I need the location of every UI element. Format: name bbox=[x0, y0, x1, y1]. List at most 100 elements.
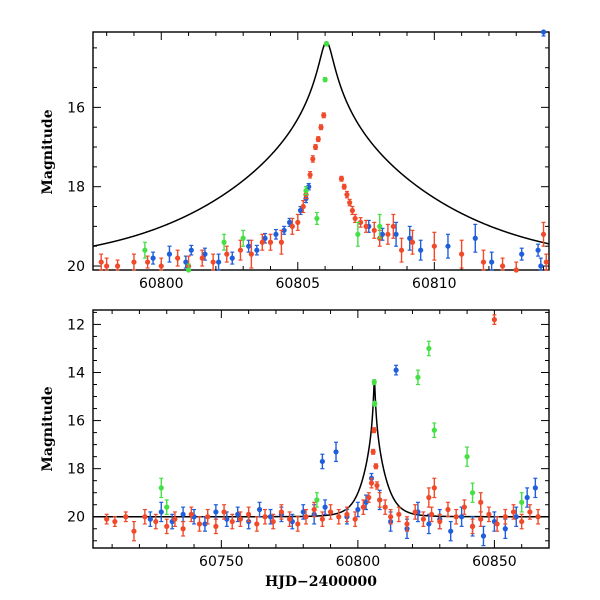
bottom-point-red bbox=[311, 501, 317, 518]
top-point-red bbox=[390, 213, 396, 239]
top-data-points bbox=[98, 29, 549, 273]
top-ytick-label: 16 bbox=[67, 100, 85, 116]
bottom-point-red bbox=[396, 506, 402, 523]
top-point-blue bbox=[519, 247, 525, 261]
bottom-point-red bbox=[295, 516, 301, 532]
bottom-point-red bbox=[486, 506, 492, 523]
top-panel: 60800 60805 60810 16 18 20 Magnitude bbox=[40, 29, 550, 292]
top-point-red bbox=[175, 249, 181, 267]
bottom-point-blue bbox=[147, 511, 153, 527]
top-point-red bbox=[459, 239, 465, 269]
bottom-point-blue bbox=[524, 487, 530, 508]
top-point-blue bbox=[188, 244, 194, 256]
bottom-point-red bbox=[112, 516, 118, 527]
top-point-red bbox=[289, 217, 295, 235]
bottom-point-blue bbox=[513, 506, 519, 527]
top-ytick-label: 20 bbox=[67, 259, 85, 275]
bottom-point-green bbox=[426, 340, 432, 357]
top-xtick-label: 60800 bbox=[139, 276, 184, 292]
bottom-point-red bbox=[262, 508, 268, 525]
top-model-line bbox=[92, 41, 550, 247]
top-point-green bbox=[303, 186, 309, 196]
bottom-point-red bbox=[196, 516, 203, 532]
bottom-point-red bbox=[142, 508, 148, 525]
top-point-red bbox=[267, 233, 274, 251]
bottom-point-red bbox=[445, 501, 451, 518]
bottom-point-blue bbox=[300, 504, 306, 520]
bottom-point-red bbox=[491, 314, 497, 326]
bottom-panel: 60750 60800 60850 12 14 16 18 20 Magnitude HJD−… bbox=[40, 309, 550, 590]
bottom-xtick-label: 60750 bbox=[199, 554, 244, 570]
top-point-blue bbox=[472, 223, 478, 253]
bottom-point-green bbox=[431, 422, 437, 439]
top-axis-ticks: 60800 60805 60810 16 18 20 bbox=[67, 32, 549, 292]
bottom-point-blue bbox=[448, 520, 454, 542]
top-point-red bbox=[371, 221, 377, 239]
bottom-point-red bbox=[388, 508, 394, 525]
top-point-red bbox=[318, 124, 324, 131]
bottom-point-red bbox=[104, 513, 110, 525]
bottom-point-green bbox=[314, 492, 320, 508]
bottom-xtick-label: 60800 bbox=[336, 554, 381, 570]
top-xtick-label: 60810 bbox=[412, 276, 457, 292]
bottom-point-red bbox=[123, 511, 129, 523]
top-point-blue bbox=[229, 251, 235, 265]
top-point-blue bbox=[286, 217, 293, 227]
top-point-red bbox=[540, 221, 547, 247]
bottom-point-green bbox=[519, 492, 525, 513]
bottom-point-red bbox=[437, 513, 443, 530]
bottom-point-blue bbox=[319, 453, 325, 470]
bottom-xtick-label: 60850 bbox=[472, 554, 517, 570]
bottom-point-red bbox=[131, 520, 137, 542]
top-point-red bbox=[338, 175, 345, 182]
top-point-blue bbox=[540, 29, 547, 37]
top-point-blue bbox=[379, 227, 386, 241]
bottom-point-green bbox=[158, 477, 164, 499]
bottom-point-blue bbox=[355, 501, 361, 518]
top-point-blue bbox=[216, 253, 222, 271]
top-point-green bbox=[142, 241, 148, 259]
top-point-blue bbox=[254, 244, 260, 256]
top-point-red bbox=[385, 223, 391, 245]
bottom-point-red bbox=[180, 520, 186, 537]
bottom-point-blue bbox=[224, 511, 230, 527]
bottom-point-red bbox=[286, 511, 293, 527]
top-point-red bbox=[300, 199, 306, 214]
top-point-green bbox=[221, 233, 227, 251]
top-point-red bbox=[114, 259, 121, 271]
top-point-green bbox=[355, 221, 361, 247]
top-point-blue bbox=[538, 257, 544, 271]
bottom-point-red bbox=[164, 518, 170, 535]
bottom-point-red bbox=[246, 506, 252, 523]
top-point-red bbox=[543, 253, 549, 271]
top-point-blue bbox=[393, 221, 399, 247]
bottom-point-green bbox=[464, 446, 470, 467]
bottom-point-blue bbox=[158, 501, 164, 523]
bottom-xlabel: HJD−2400000 bbox=[265, 574, 377, 590]
bottom-point-red bbox=[344, 506, 350, 523]
bottom-point-red bbox=[368, 477, 375, 489]
bottom-point-blue bbox=[393, 364, 399, 376]
bottom-ytick-label: 12 bbox=[67, 317, 85, 333]
bottom-point-red bbox=[303, 508, 309, 525]
bottom-point-red bbox=[213, 518, 219, 535]
top-point-red bbox=[131, 253, 137, 271]
top-point-green bbox=[185, 263, 192, 273]
bottom-point-blue bbox=[235, 506, 241, 523]
bottom-point-red bbox=[229, 513, 235, 530]
bottom-point-red bbox=[377, 492, 383, 508]
bottom-data-points bbox=[104, 314, 541, 547]
bottom-point-red bbox=[374, 481, 380, 490]
top-point-red bbox=[145, 255, 151, 269]
top-point-red bbox=[352, 213, 358, 223]
top-ytick-label: 18 bbox=[67, 180, 85, 196]
top-point-red bbox=[312, 144, 319, 151]
top-point-red bbox=[398, 237, 405, 263]
bottom-point-red bbox=[428, 506, 435, 523]
top-point-blue bbox=[418, 239, 424, 261]
bottom-point-green bbox=[372, 400, 378, 407]
bottom-ytick-label: 14 bbox=[67, 366, 85, 382]
bottom-point-red bbox=[519, 513, 525, 530]
top-point-green bbox=[240, 229, 246, 247]
bottom-point-red bbox=[426, 487, 432, 508]
